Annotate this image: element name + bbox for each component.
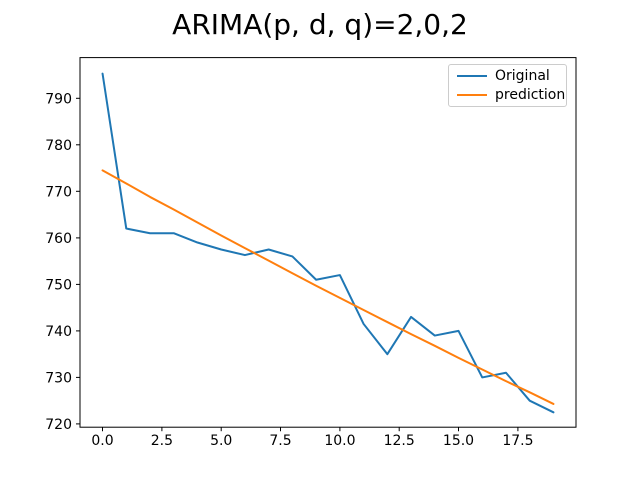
original-series-line — [101, 72, 555, 414]
x-axis-tick-label: 7.5 — [269, 433, 291, 449]
y-axis-tick-label: 760 — [45, 231, 72, 247]
legend-label-original: Original — [495, 68, 550, 85]
x-axis-tick-label: 15.0 — [443, 433, 474, 449]
x-axis-tick-label: 17.5 — [502, 433, 533, 449]
x-axis-tick-label: 10.0 — [324, 433, 355, 449]
chart-title: ARIMA(p, d, q)=2,0,2 — [172, 8, 468, 41]
y-axis-tick-label: 780 — [45, 138, 72, 154]
legend-label-prediction: prediction — [495, 86, 566, 103]
y-axis-tick-label: 720 — [45, 417, 72, 433]
axes-frame — [79, 57, 577, 428]
legend-item-prediction: prediction — [457, 86, 565, 104]
legend-line-original-icon — [457, 75, 487, 78]
prediction-series-line — [101, 169, 555, 405]
x-axis-tick-label: 2.5 — [151, 433, 173, 449]
legend-line-prediction-icon — [457, 93, 487, 96]
x-axis-tick-label: 12.5 — [384, 433, 415, 449]
x-axis-tick-label: 5.0 — [210, 433, 232, 449]
legend-item-original: Original — [457, 67, 558, 85]
legend: Original prediction — [448, 64, 567, 107]
x-axis-tick-label: 0.0 — [91, 433, 113, 449]
y-axis-tick-label: 770 — [45, 184, 72, 200]
y-axis-tick-label: 740 — [45, 324, 72, 340]
y-axis-tick-label: 790 — [45, 91, 72, 107]
y-axis-tick-label: 750 — [45, 277, 72, 293]
y-axis-tick-label: 730 — [45, 370, 72, 386]
